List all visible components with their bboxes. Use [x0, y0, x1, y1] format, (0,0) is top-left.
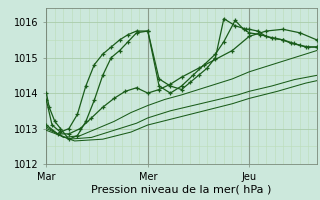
X-axis label: Pression niveau de la mer( hPa ): Pression niveau de la mer( hPa ): [92, 184, 272, 194]
